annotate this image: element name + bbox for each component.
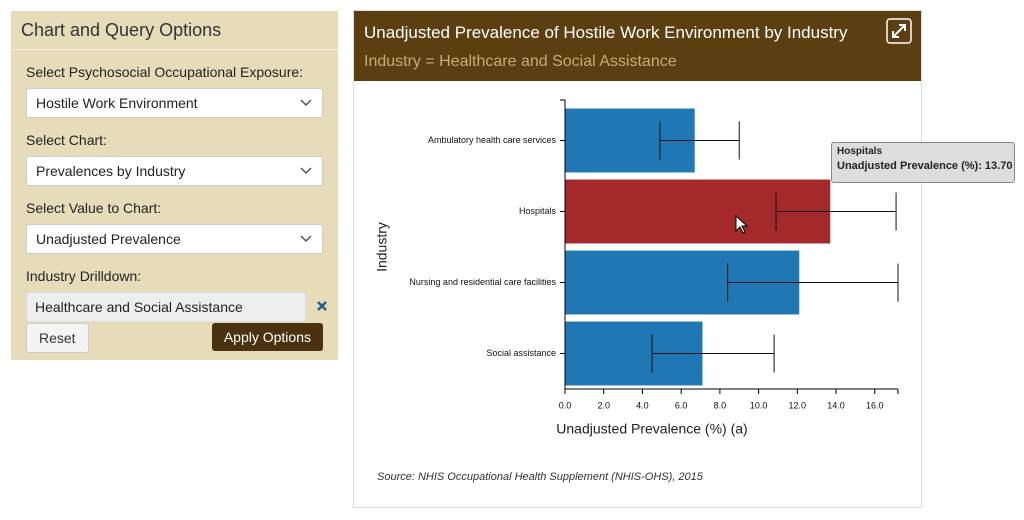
y-tick-label: Hospitals	[519, 206, 557, 216]
y-axis-title: Industry	[374, 222, 390, 272]
select[interactable]: Hostile Work Environment	[26, 88, 323, 118]
chevron	[300, 99, 312, 107]
select[interactable]: Unadjusted Prevalence	[26, 224, 323, 254]
select[interactable]: Prevalences by Industry	[26, 156, 323, 186]
x-tick-label: 2.0	[597, 400, 610, 410]
y-tick-label: Ambulatory health care services	[428, 135, 557, 145]
x-tick-label: 12.0	[789, 400, 807, 410]
chevron	[300, 167, 312, 175]
field-label: Industry Drilldown:	[26, 268, 142, 284]
x-tick-label: 4.0	[636, 400, 649, 410]
tooltip: Hospitals Unadjusted Prevalence (%): 13.…	[831, 142, 1015, 183]
drilldown-value: Healthcare and Social Assistance	[26, 292, 306, 322]
x-tick-label: 8.0	[714, 400, 727, 410]
mouse-cursor	[735, 214, 749, 234]
x-tick-label: 0.0	[559, 400, 572, 410]
chevron	[300, 235, 312, 243]
tooltip-title: Hospitals	[837, 146, 883, 157]
select-value: Unadjusted Prevalence	[36, 231, 181, 247]
chart-panel: Unadjusted Prevalence of Hostile Work En…	[353, 10, 922, 508]
field-label: Select Chart:	[26, 132, 107, 148]
chart-title: Unadjusted Prevalence of Hostile Work En…	[364, 23, 848, 42]
chart-subtitle: Industry = Healthcare and Social Assista…	[364, 53, 677, 70]
select-value: Hostile Work Environment	[36, 95, 198, 111]
field-label: Select Value to Chart:	[26, 200, 162, 216]
y-tick-label: Nursing and residential care facilities	[409, 277, 556, 287]
options-panel: Chart and Query Options Select Psychosoc…	[11, 11, 338, 360]
x-tick-label: 16.0	[866, 400, 884, 410]
field: Select Value to Chart: Unadjusted Preval…	[11, 200, 338, 254]
field-label: Select Psychosocial Occupational Exposur…	[26, 64, 304, 80]
tooltip-text: Unadjusted Prevalence (%): 13.70	[837, 160, 1013, 172]
x-tick-label: 6.0	[675, 400, 688, 410]
field: Select Chart: Prevalences by Industry	[11, 132, 338, 186]
clear-icon[interactable]	[316, 300, 328, 312]
source-note: Source: NHIS Occupational Health Supplem…	[377, 471, 704, 483]
select-value: Prevalences by Industry	[36, 163, 186, 179]
x-axis-title: Unadjusted Prevalence (%) (a)	[556, 421, 747, 437]
y-tick-label: Social assistance	[486, 348, 556, 358]
x-tick-label: 14.0	[827, 400, 845, 410]
x-tick-label: 10.0	[750, 400, 768, 410]
options-title: Chart and Query Options	[11, 11, 338, 50]
reset-button[interactable]: Reset	[26, 323, 89, 353]
apply-button[interactable]: Apply Options	[211, 323, 323, 351]
expand-button[interactable]	[886, 18, 912, 44]
chart-header: Unadjusted Prevalence of Hostile Work En…	[354, 11, 921, 81]
field: Select Psychosocial Occupational Exposur…	[11, 64, 338, 118]
